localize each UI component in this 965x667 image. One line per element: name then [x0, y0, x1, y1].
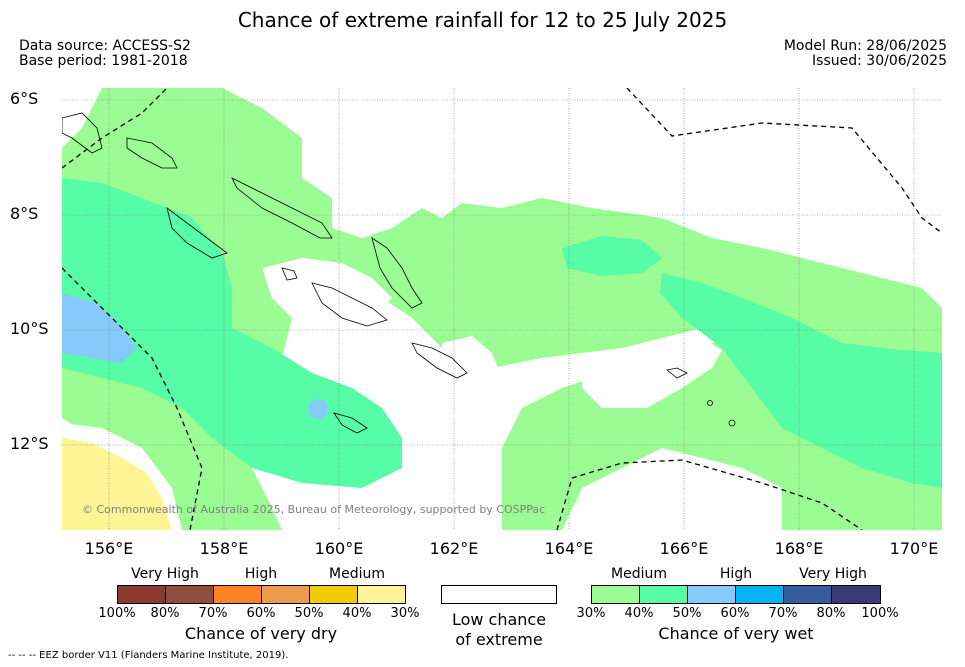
wet-legend-title: Chance of very wet [658, 624, 814, 643]
lon-label-158e: 158°E [199, 539, 249, 558]
low-chance-line1: Low chance [451, 610, 547, 629]
dry-swatch-1 [117, 585, 166, 604]
lon-label-164e: 164°E [544, 539, 594, 558]
lat-label-8s: 8°S [10, 204, 39, 223]
dry-tick-30: 30% [390, 606, 420, 621]
dry-swatch-2 [165, 585, 214, 604]
high-wet-region-east [660, 273, 942, 488]
wet-category-high: High [719, 566, 753, 582]
lon-label-166e: 166°E [659, 539, 709, 558]
rainfall-map: © Commonwealth of Australia 2025, Bureau… [62, 88, 942, 530]
dry-category-medium: Medium [329, 566, 385, 582]
lon-label-160e: 160°E [314, 539, 364, 558]
wet-swatch-6 [831, 585, 881, 604]
low-chance-title: Low chance of extreme [441, 610, 557, 650]
model-run-label: Model Run: 28/06/2025 [783, 38, 947, 54]
issued-label: Issued: 30/06/2025 [812, 53, 947, 69]
medium-dry-region [62, 438, 172, 530]
very-high-wet-region-west [62, 293, 137, 363]
lon-label-168e: 168°E [774, 539, 824, 558]
meta-left: Data source: ACCESS-S2 Base period: 1981… [19, 39, 191, 69]
dry-tick-40: 40% [342, 606, 372, 621]
wet-tick-60: 60% [720, 606, 750, 621]
lat-label-12s: 12°S [10, 434, 49, 453]
dry-tick-70: 70% [198, 606, 228, 621]
very-high-wet-spot [308, 399, 328, 419]
wet-swatch-4 [735, 585, 784, 604]
wet-tick-80: 80% [816, 606, 846, 621]
lat-label-6s: 6°S [10, 89, 39, 108]
data-source-label: Data source: ACCESS-S2 [19, 38, 191, 54]
wet-tick-100: 100% [861, 606, 899, 621]
dry-category-very-high: Very High [131, 566, 199, 582]
dry-swatch-5 [309, 585, 358, 604]
map-title: Chance of extreme rainfall for 12 to 25 … [237, 8, 728, 32]
dry-swatch-6 [357, 585, 406, 604]
dry-tick-80: 80% [150, 606, 180, 621]
lon-label-170e: 170°E [889, 539, 939, 558]
dry-tick-100: 100% [98, 606, 136, 621]
low-chance-line2: of extreme [455, 630, 543, 649]
lon-label-162e: 162°E [429, 539, 479, 558]
base-period-label: Base period: 1981-2018 [19, 53, 188, 69]
dry-legend-title: Chance of very dry [184, 624, 338, 643]
wet-swatch-1 [591, 585, 640, 604]
dry-tick-50: 50% [294, 606, 324, 621]
low-chance-region-center [262, 258, 392, 323]
copyright-text: © Commonwealth of Australia 2025, Bureau… [82, 503, 545, 516]
wet-swatch-2 [639, 585, 688, 604]
gridlines [62, 88, 942, 530]
low-chance-swatch [441, 585, 557, 604]
eez-footnote: -- -- -- EEZ border V11 (Flanders Marine… [8, 650, 289, 661]
medium-wet-region [62, 88, 942, 530]
low-chance-region-south [432, 336, 502, 530]
low-chance-region-east [582, 338, 722, 408]
wet-tick-30: 30% [576, 606, 606, 621]
wet-tick-50: 50% [672, 606, 702, 621]
dry-category-high: High [244, 566, 278, 582]
wet-tick-70: 70% [768, 606, 798, 621]
dry-swatch-4 [261, 585, 310, 604]
wet-swatch-3 [687, 585, 736, 604]
island-outlines [62, 112, 736, 434]
eez-borders [62, 88, 942, 530]
high-wet-region-north [562, 236, 662, 276]
dry-swatch-3 [213, 585, 262, 604]
wet-tick-40: 40% [624, 606, 654, 621]
dry-tick-60: 60% [246, 606, 276, 621]
wet-category-very-high: Very High [799, 566, 867, 582]
wet-swatch-5 [783, 585, 832, 604]
meta-right: Model Run: 28/06/2025 Issued: 30/06/2025 [784, 39, 947, 69]
wet-category-medium: Medium [611, 566, 667, 582]
lat-label-10s: 10°S [10, 319, 49, 338]
lon-label-156e: 156°E [84, 539, 134, 558]
